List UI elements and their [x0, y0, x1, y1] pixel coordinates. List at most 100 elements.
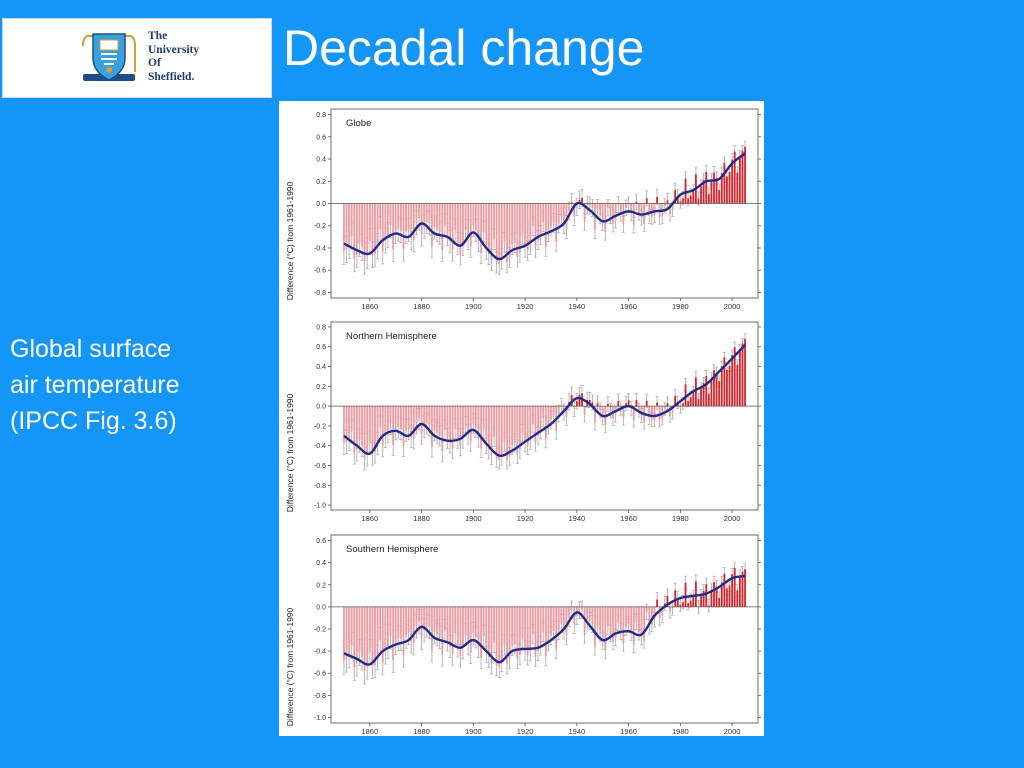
annual-bar [583, 406, 586, 415]
annual-bar [423, 606, 426, 631]
panel-title: Southern Hemisphere [346, 544, 438, 555]
annual-bar [596, 403, 599, 407]
annual-bar [692, 392, 695, 407]
annual-bar [702, 590, 705, 607]
annual-bar [669, 606, 671, 611]
annual-bar [614, 606, 617, 638]
annual-bar [446, 406, 449, 439]
annual-bar [594, 406, 596, 423]
annual-bar [529, 406, 532, 441]
annual-bar [682, 198, 684, 204]
x-tick-label: 1860 [361, 727, 378, 736]
annual-bar [723, 357, 726, 407]
annual-bar [353, 606, 356, 668]
annual-bar [679, 201, 682, 204]
annual-bar [402, 203, 405, 249]
annual-bar [394, 203, 397, 232]
annual-bar [469, 203, 472, 247]
annual-bar [454, 203, 457, 230]
annual-bar [431, 203, 433, 247]
annual-bar [456, 606, 459, 646]
annual-bar [702, 382, 705, 407]
annual-bar [663, 203, 666, 207]
annual-bar [679, 604, 682, 607]
annual-bar [544, 606, 547, 657]
annual-bar [371, 606, 374, 666]
annual-bar [718, 597, 721, 607]
plot-frame [330, 321, 759, 511]
annual-bar [389, 606, 392, 637]
annual-bar [707, 605, 710, 607]
y-tick-label: 0.2 [316, 179, 326, 186]
x-tick-label: 1860 [361, 514, 378, 523]
annual-bar [573, 406, 576, 409]
annual-bar [348, 406, 351, 439]
annual-bar [443, 203, 446, 226]
annual-bar [733, 567, 736, 607]
annual-bar [524, 406, 526, 444]
annual-bar [345, 406, 348, 442]
annual-bar [607, 403, 609, 407]
annual-bar [368, 406, 371, 443]
annual-bar [438, 406, 441, 436]
annual-bar [521, 406, 524, 434]
annual-bar [343, 203, 345, 252]
y-tick-label: 0.0 [316, 604, 326, 611]
annual-bar [544, 203, 547, 247]
annual-bar [578, 394, 581, 407]
annual-bar [733, 151, 736, 204]
annual-bar [433, 606, 436, 632]
annual-bar [563, 203, 565, 225]
x-tick-label: 1920 [517, 727, 534, 736]
annual-bar [438, 606, 441, 638]
annual-bar [669, 203, 671, 214]
annual-bar [560, 606, 563, 624]
annual-bar [363, 406, 366, 459]
annual-bar [625, 203, 627, 208]
annual-bar [591, 203, 594, 208]
x-tick-label: 1940 [569, 727, 586, 736]
annual-bar [350, 606, 353, 646]
annual-bar [669, 406, 671, 416]
annual-bar [666, 595, 669, 607]
annual-bar [511, 606, 514, 646]
annual-bar [415, 406, 418, 424]
annual-bar [446, 203, 449, 235]
annual-bar [387, 406, 389, 432]
annual-bar [355, 606, 358, 663]
annual-bar [645, 198, 648, 204]
annual-bar [550, 406, 552, 420]
y-tick-label: 0.4 [316, 157, 326, 164]
y-tick-label: 0.4 [316, 560, 326, 567]
annual-bar [568, 606, 570, 618]
annual-bar [653, 203, 656, 216]
annual-bar [449, 606, 451, 647]
annual-bar [485, 406, 488, 445]
x-tick-label: 1900 [465, 302, 482, 311]
annual-bar [506, 203, 508, 263]
x-tick-label: 1900 [465, 514, 482, 523]
y-axis-label: Difference (°C) from 1961-1990 [285, 181, 295, 300]
annual-bar [415, 203, 418, 223]
annual-bar [596, 203, 599, 208]
annual-bar [607, 606, 609, 627]
annual-bar [348, 203, 351, 246]
annual-bar [407, 606, 410, 633]
smoothed-series-line [343, 343, 746, 457]
annual-bar [441, 203, 444, 250]
annual-bar [407, 406, 410, 430]
annual-bar [513, 606, 516, 645]
caption-line: (IPCC Fig. 3.6) [10, 407, 177, 435]
annual-bar [632, 203, 635, 226]
annual-bar [529, 203, 532, 245]
annual-bar [682, 403, 684, 407]
annual-bar [723, 573, 726, 607]
annual-bar [459, 606, 462, 656]
annual-bar [464, 203, 467, 231]
annual-bar [720, 173, 723, 204]
smoothed-series-line [343, 152, 746, 261]
y-tick-label: 0.6 [316, 538, 326, 545]
annual-bar [376, 406, 379, 444]
annual-bar [459, 203, 462, 254]
x-tick-label: 1920 [517, 302, 534, 311]
